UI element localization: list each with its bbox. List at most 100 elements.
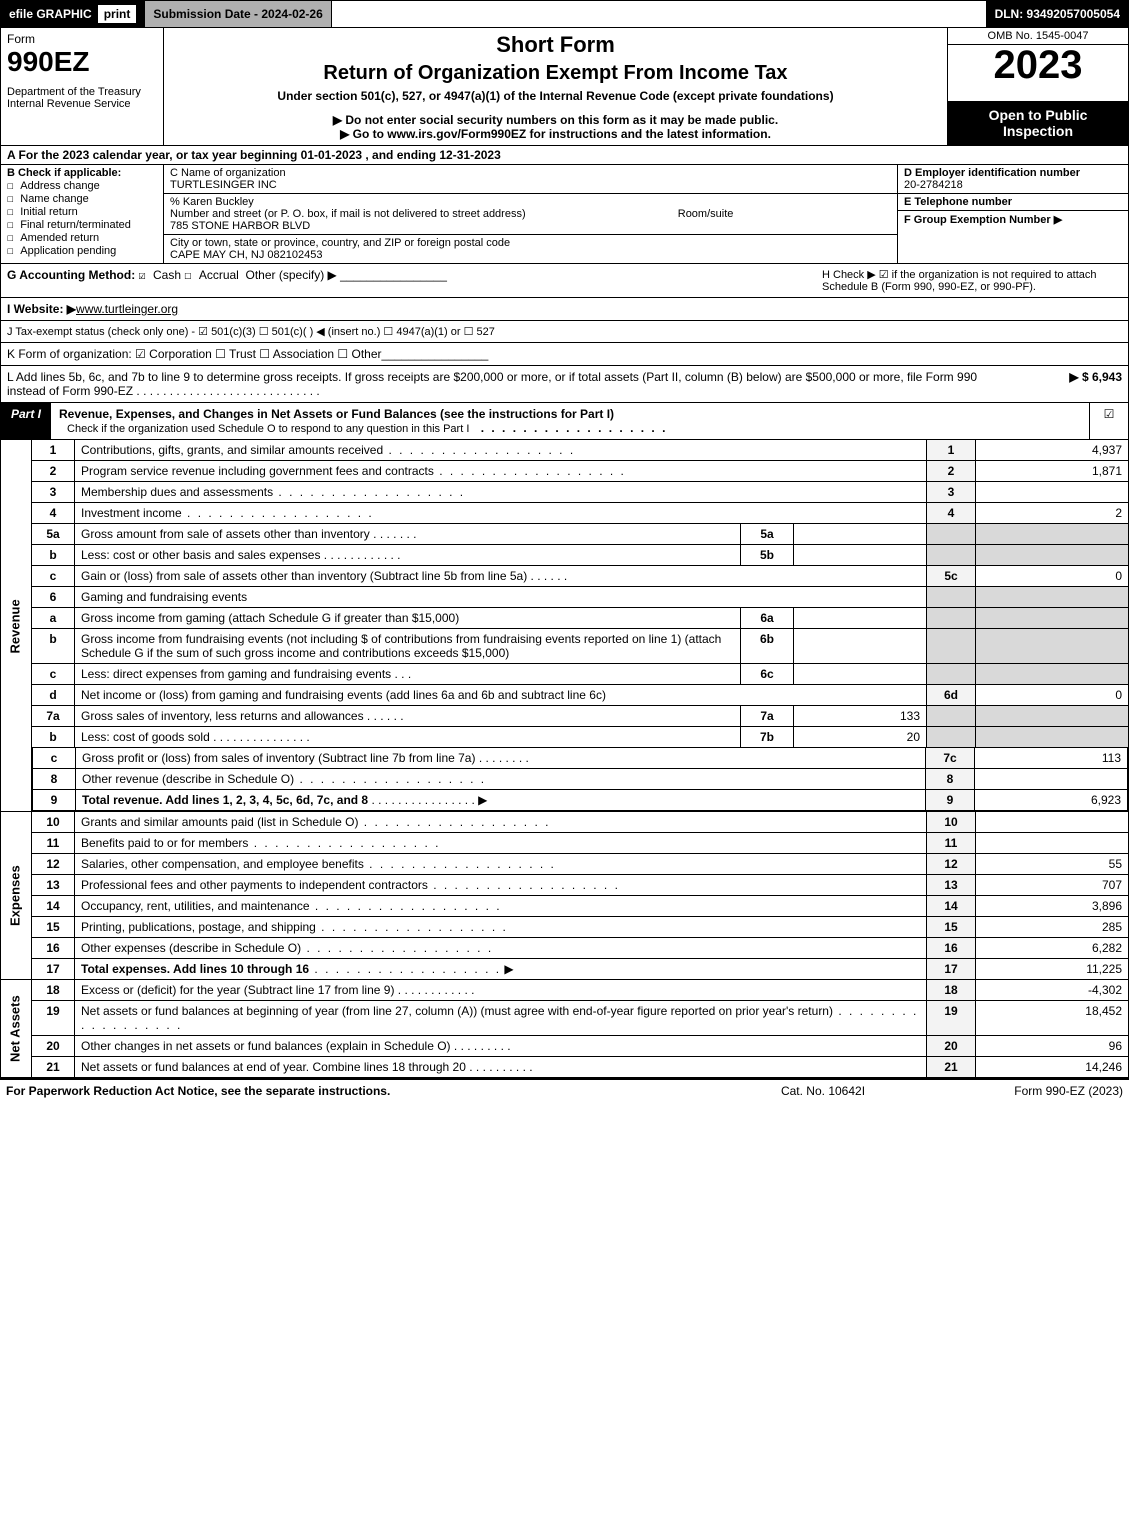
part-1-title-block: Revenue, Expenses, and Changes in Net As… <box>51 403 1089 439</box>
sub-6c: 6c <box>741 664 794 685</box>
desc-9: Total revenue. Add lines 1, 2, 3, 4, 5c,… <box>82 793 368 807</box>
line-l-amount: ▶ $ 6,943 <box>1002 370 1122 398</box>
box-13: 13 <box>927 875 976 896</box>
box-5c: 5c <box>927 566 976 587</box>
ln-1: 1 <box>32 440 75 461</box>
desc-11: Benefits paid to or for members <box>81 836 248 850</box>
line-a-text: A For the 2023 calendar year, or tax yea… <box>7 148 501 162</box>
row-21: 21 Net assets or fund balances at end of… <box>1 1057 1129 1078</box>
page-footer: For Paperwork Reduction Act Notice, see … <box>0 1078 1129 1102</box>
part-1-table: Revenue 1 Contributions, gifts, grants, … <box>0 440 1129 1078</box>
box-2: 2 <box>927 461 976 482</box>
val-5c: 0 <box>976 566 1129 587</box>
city-value: CAPE MAY CH, NJ 082102453 <box>170 249 322 261</box>
chk-accrual[interactable]: ☐ <box>184 268 198 282</box>
row-17: 17 Total expenses. Add lines 10 through … <box>1 959 1129 980</box>
box-12: 12 <box>927 854 976 875</box>
val-3 <box>976 482 1129 503</box>
top-bar: efile GRAPHIC print Submission Date - 20… <box>0 0 1129 28</box>
box-16: 16 <box>927 938 976 959</box>
val-12: 55 <box>976 854 1129 875</box>
row-5a: 5a Gross amount from sale of assets othe… <box>1 524 1129 545</box>
row-20: 20 Other changes in net assets or fund b… <box>1 1036 1129 1057</box>
shade-5a <box>927 524 976 545</box>
section-b: B Check if applicable: ☐ Address change … <box>1 165 164 263</box>
shade-6a <box>927 608 976 629</box>
ln-19: 19 <box>32 1001 75 1036</box>
form-title: Return of Organization Exempt From Incom… <box>172 62 939 85</box>
line-a: A For the 2023 calendar year, or tax yea… <box>0 146 1129 165</box>
row-7b: b Less: cost of goods sold . . . . . . .… <box>1 727 1129 748</box>
desc-5a: Gross amount from sale of assets other t… <box>81 527 370 541</box>
section-def: D Employer identification number 20-2784… <box>897 165 1128 263</box>
revenue-label: Revenue <box>1 440 32 812</box>
ln-21: 21 <box>32 1057 75 1078</box>
box-4: 4 <box>927 503 976 524</box>
header-center: Short Form Return of Organization Exempt… <box>164 28 947 145</box>
ln-10: 10 <box>32 812 75 833</box>
row-7c-8-9: c Gross profit or (loss) from sales of i… <box>1 748 1129 812</box>
line-l-text: L Add lines 5b, 6c, and 7b to line 9 to … <box>7 370 977 398</box>
box-20: 20 <box>927 1036 976 1057</box>
shade-5a-v <box>976 524 1129 545</box>
room-label: Room/suite <box>678 208 734 220</box>
goto-link[interactable]: ▶ Go to www.irs.gov/Form990EZ for instru… <box>172 127 939 141</box>
shade-6b <box>927 629 976 664</box>
ln-18: 18 <box>32 980 75 1001</box>
line-j: J Tax-exempt status (check only one) - ☑… <box>0 321 1129 343</box>
subval-7b: 20 <box>794 727 927 748</box>
care-of: % Karen Buckley <box>170 196 254 208</box>
box-14: 14 <box>927 896 976 917</box>
efile-graphic: efile GRAPHIC print <box>1 1 145 27</box>
val-8 <box>975 769 1128 790</box>
header-right: OMB No. 1545-0047 2023 Open to Public In… <box>947 28 1128 145</box>
short-form-label: Short Form <box>172 32 939 58</box>
row-18: Net Assets 18 Excess or (deficit) for th… <box>1 980 1129 1001</box>
chk-name[interactable]: ☐ <box>7 192 20 205</box>
box-21: 21 <box>927 1057 976 1078</box>
val-18: -4,302 <box>976 980 1129 1001</box>
dln: DLN: 93492057005054 <box>987 1 1128 27</box>
ln-2: 2 <box>32 461 75 482</box>
chk-pending[interactable]: ☐ <box>7 244 20 257</box>
subval-6b <box>794 629 927 664</box>
row-6c: c Less: direct expenses from gaming and … <box>1 664 1129 685</box>
shade-5b-v <box>976 545 1129 566</box>
desc-2: Program service revenue including govern… <box>81 464 434 478</box>
website-label: I Website: ▶ <box>7 302 76 316</box>
netassets-label: Net Assets <box>1 980 32 1078</box>
tel-label: E Telephone number <box>904 196 1012 208</box>
print-button[interactable]: print <box>98 5 137 23</box>
ln-12: 12 <box>32 854 75 875</box>
row-5c: c Gain or (loss) from sale of assets oth… <box>1 566 1129 587</box>
sub-5b: 5b <box>741 545 794 566</box>
box-19: 19 <box>927 1001 976 1036</box>
chk-address[interactable]: ☐ <box>7 179 20 192</box>
box-3: 3 <box>927 482 976 503</box>
part-1-checkbox[interactable]: ☑ <box>1089 403 1128 439</box>
opt-name-change: Name change <box>20 193 89 205</box>
chk-amended[interactable]: ☐ <box>7 231 20 244</box>
part-1-check-text: Check if the organization used Schedule … <box>59 419 477 439</box>
shade-7a <box>927 706 976 727</box>
desc-4: Investment income <box>81 506 182 520</box>
desc-14: Occupancy, rent, utilities, and maintena… <box>81 899 310 913</box>
other-label: Other (specify) ▶ <box>246 268 337 282</box>
shade-6-v <box>976 587 1129 608</box>
shade-6a-v <box>976 608 1129 629</box>
ln-17: 17 <box>32 959 75 980</box>
val-15: 285 <box>976 917 1129 938</box>
chk-final[interactable]: ☐ <box>7 218 20 231</box>
chk-initial[interactable]: ☐ <box>7 205 20 218</box>
desc-21: Net assets or fund balances at end of ye… <box>81 1060 466 1074</box>
ln-5c: c <box>32 566 75 587</box>
website-url[interactable]: www.turtleinger.org <box>76 302 178 316</box>
box-10: 10 <box>927 812 976 833</box>
efile-label: efile GRAPHIC <box>9 7 92 21</box>
desc-6c: Less: direct expenses from gaming and fu… <box>81 667 391 681</box>
ln-6c: c <box>32 664 75 685</box>
desc-7c: Gross profit or (loss) from sales of inv… <box>82 751 475 765</box>
chk-cash[interactable]: ☑ <box>139 268 153 282</box>
ln-6a: a <box>32 608 75 629</box>
topbar-spacer <box>332 1 987 27</box>
